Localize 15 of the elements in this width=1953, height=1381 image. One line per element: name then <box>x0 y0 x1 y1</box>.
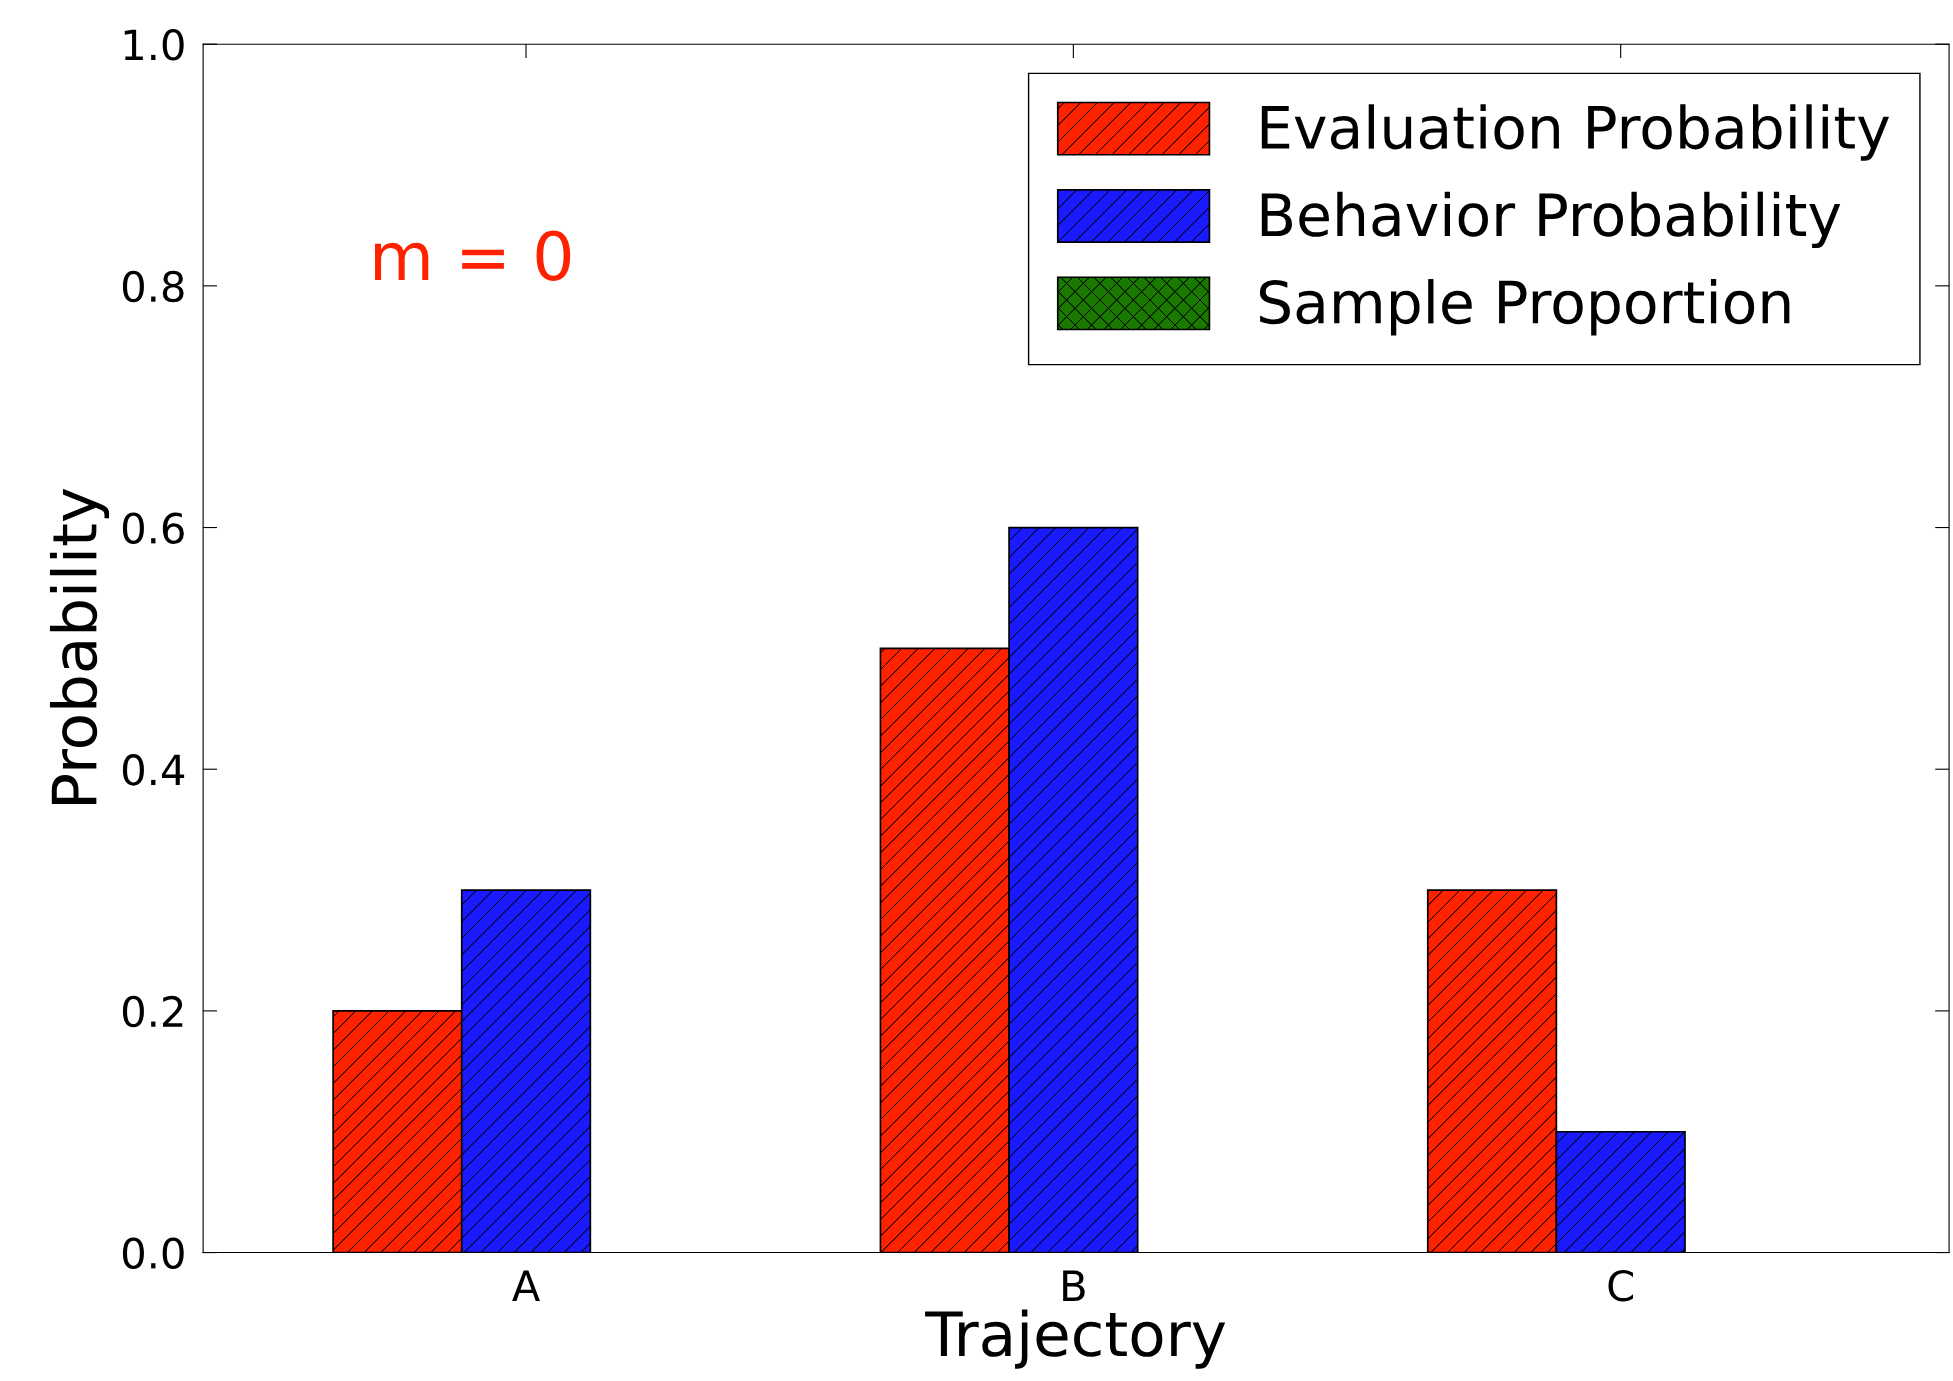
x-axis-title: Trajectory <box>925 1309 1226 1369</box>
y-tick-label: 0.8 <box>122 270 184 303</box>
y-tick-label: 1.0 <box>124 29 184 61</box>
y-tick-label: 0.0 <box>122 1237 184 1269</box>
y-tick-label: 0.2 <box>122 995 183 1028</box>
legend-label: Evaluation Probability <box>1261 104 1890 161</box>
x-tick-label: C <box>1608 1269 1633 1302</box>
annotation: m = 0 <box>375 230 571 282</box>
y-tick-label: 0.4 <box>122 754 185 786</box>
x-tick-label: B <box>1063 1270 1085 1301</box>
x-tick-label: A <box>512 1270 540 1301</box>
y-axis-title: Probability <box>49 488 110 804</box>
legend-label: Sample Proportion <box>1259 279 1790 336</box>
legend-label: Behavior Probability <box>1261 191 1841 249</box>
y-tick-label: 0.6 <box>122 512 184 544</box>
